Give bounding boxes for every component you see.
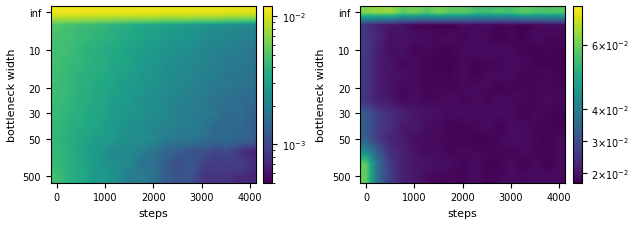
- Y-axis label: bottleneck width: bottleneck width: [316, 48, 326, 142]
- X-axis label: steps: steps: [138, 208, 168, 218]
- X-axis label: steps: steps: [448, 208, 477, 218]
- Y-axis label: bottleneck width: bottleneck width: [7, 48, 17, 142]
